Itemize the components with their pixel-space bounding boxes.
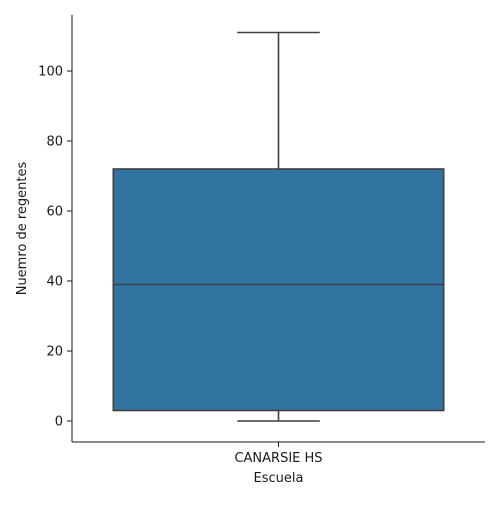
x-axis-title: Escuela	[254, 471, 304, 486]
box-plot-group	[112, 31, 445, 422]
y-tick-label: 60	[46, 205, 63, 220]
y-tick-label: 20	[46, 345, 63, 360]
y-tick-label: 80	[46, 135, 63, 150]
interquartile-box	[112, 168, 445, 412]
y-tick-label: 40	[46, 275, 63, 290]
y-tick-label: 100	[38, 65, 63, 80]
y-ticks: 0 20 40 60 80 100	[38, 65, 72, 430]
y-axis-title: Nuemro de regentes	[15, 161, 30, 295]
x-ticks: CANARSIE HS	[234, 442, 323, 466]
x-tick-label: CANARSIE HS	[234, 451, 322, 466]
plot-area	[112, 31, 445, 422]
y-tick-label: 0	[55, 415, 63, 430]
